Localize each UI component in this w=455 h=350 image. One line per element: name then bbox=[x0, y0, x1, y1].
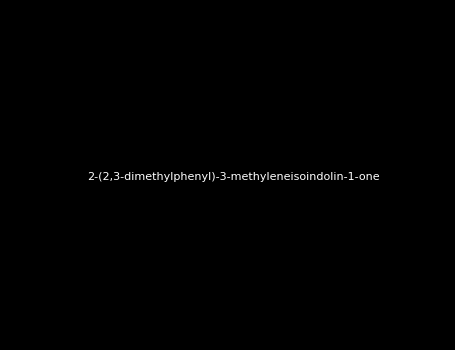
Text: 2-(2,3-dimethylphenyl)-3-methyleneisoindolin-1-one: 2-(2,3-dimethylphenyl)-3-methyleneisoind… bbox=[87, 172, 379, 182]
